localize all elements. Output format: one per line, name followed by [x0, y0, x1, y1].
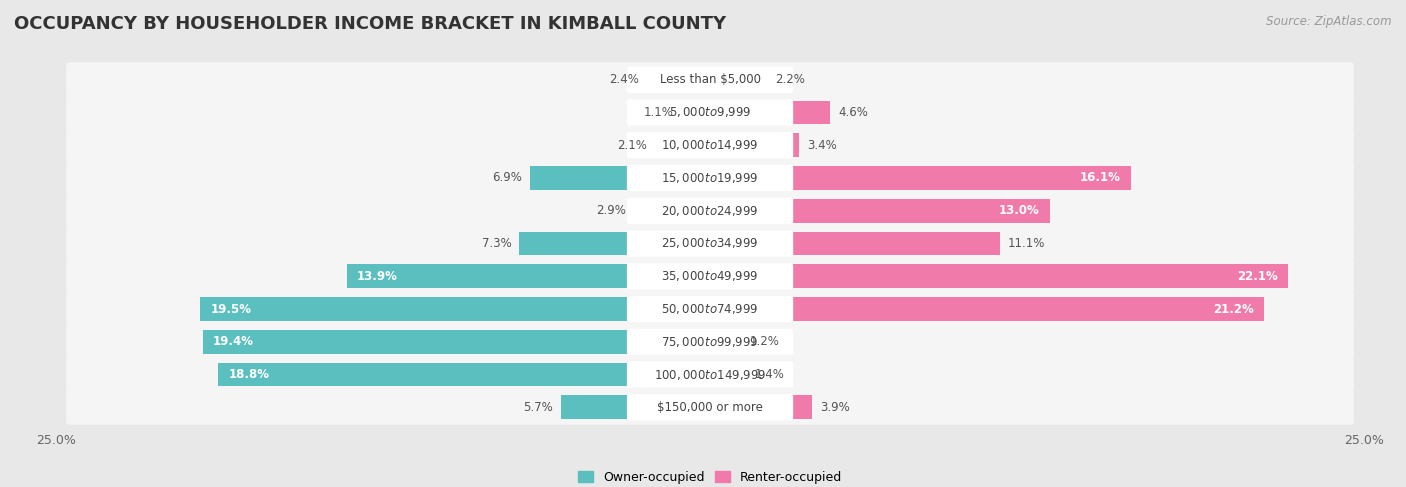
- Bar: [710, 363, 747, 386]
- Text: 16.1%: 16.1%: [1080, 171, 1121, 185]
- Text: $5,000 to $9,999: $5,000 to $9,999: [669, 106, 751, 119]
- Text: 13.0%: 13.0%: [998, 204, 1039, 217]
- Bar: [200, 297, 710, 321]
- Text: 22.1%: 22.1%: [1237, 270, 1278, 283]
- Text: 2.1%: 2.1%: [617, 139, 647, 152]
- FancyBboxPatch shape: [66, 62, 1354, 97]
- FancyBboxPatch shape: [627, 296, 793, 322]
- Text: 7.3%: 7.3%: [481, 237, 512, 250]
- Text: $150,000 or more: $150,000 or more: [657, 401, 763, 414]
- FancyBboxPatch shape: [627, 99, 793, 126]
- Text: $35,000 to $49,999: $35,000 to $49,999: [661, 269, 759, 283]
- FancyBboxPatch shape: [66, 292, 1354, 326]
- FancyBboxPatch shape: [66, 259, 1354, 294]
- Text: 11.1%: 11.1%: [1008, 237, 1046, 250]
- Bar: [634, 199, 710, 223]
- Text: 21.2%: 21.2%: [1213, 302, 1254, 316]
- Text: 1.4%: 1.4%: [755, 368, 785, 381]
- Bar: [710, 101, 831, 124]
- FancyBboxPatch shape: [627, 361, 793, 388]
- Bar: [710, 395, 813, 419]
- Bar: [710, 133, 799, 157]
- Text: 2.4%: 2.4%: [610, 73, 640, 86]
- Bar: [710, 166, 1130, 190]
- Text: 19.4%: 19.4%: [214, 335, 254, 348]
- Text: $20,000 to $24,999: $20,000 to $24,999: [661, 204, 759, 218]
- Bar: [710, 68, 768, 92]
- Text: $50,000 to $74,999: $50,000 to $74,999: [661, 302, 759, 316]
- Text: $100,000 to $149,999: $100,000 to $149,999: [654, 368, 766, 381]
- Bar: [655, 133, 710, 157]
- FancyBboxPatch shape: [66, 390, 1354, 425]
- Text: 3.4%: 3.4%: [807, 139, 837, 152]
- FancyBboxPatch shape: [627, 263, 793, 289]
- FancyBboxPatch shape: [627, 132, 793, 158]
- FancyBboxPatch shape: [66, 357, 1354, 392]
- FancyBboxPatch shape: [66, 95, 1354, 130]
- Text: $10,000 to $14,999: $10,000 to $14,999: [661, 138, 759, 152]
- Text: 4.6%: 4.6%: [838, 106, 868, 119]
- FancyBboxPatch shape: [66, 128, 1354, 163]
- Bar: [710, 330, 741, 354]
- Bar: [218, 363, 710, 386]
- Text: 6.9%: 6.9%: [492, 171, 522, 185]
- FancyBboxPatch shape: [627, 329, 793, 355]
- FancyBboxPatch shape: [627, 230, 793, 257]
- FancyBboxPatch shape: [627, 165, 793, 191]
- Text: 18.8%: 18.8%: [229, 368, 270, 381]
- Bar: [710, 199, 1050, 223]
- Text: $75,000 to $99,999: $75,000 to $99,999: [661, 335, 759, 349]
- Bar: [530, 166, 710, 190]
- Bar: [561, 395, 710, 419]
- Legend: Owner-occupied, Renter-occupied: Owner-occupied, Renter-occupied: [574, 466, 846, 487]
- Text: 2.9%: 2.9%: [596, 204, 626, 217]
- Text: OCCUPANCY BY HOUSEHOLDER INCOME BRACKET IN KIMBALL COUNTY: OCCUPANCY BY HOUSEHOLDER INCOME BRACKET …: [14, 15, 725, 33]
- Bar: [346, 264, 710, 288]
- FancyBboxPatch shape: [66, 226, 1354, 261]
- FancyBboxPatch shape: [627, 394, 793, 420]
- Bar: [682, 101, 710, 124]
- FancyBboxPatch shape: [66, 161, 1354, 195]
- Bar: [519, 232, 710, 255]
- Text: 3.9%: 3.9%: [820, 401, 849, 414]
- Bar: [710, 297, 1264, 321]
- Text: Source: ZipAtlas.com: Source: ZipAtlas.com: [1267, 15, 1392, 28]
- Bar: [710, 264, 1288, 288]
- Bar: [202, 330, 710, 354]
- Text: 13.9%: 13.9%: [357, 270, 398, 283]
- FancyBboxPatch shape: [627, 67, 793, 93]
- Text: $15,000 to $19,999: $15,000 to $19,999: [661, 171, 759, 185]
- Text: 1.2%: 1.2%: [749, 335, 779, 348]
- Text: Less than $5,000: Less than $5,000: [659, 73, 761, 86]
- Text: $25,000 to $34,999: $25,000 to $34,999: [661, 237, 759, 250]
- Text: 2.2%: 2.2%: [776, 73, 806, 86]
- FancyBboxPatch shape: [627, 198, 793, 224]
- Bar: [647, 68, 710, 92]
- Text: 5.7%: 5.7%: [523, 401, 553, 414]
- Bar: [710, 232, 1000, 255]
- FancyBboxPatch shape: [66, 193, 1354, 228]
- FancyBboxPatch shape: [66, 324, 1354, 359]
- Text: 19.5%: 19.5%: [211, 302, 252, 316]
- Text: 1.1%: 1.1%: [644, 106, 673, 119]
